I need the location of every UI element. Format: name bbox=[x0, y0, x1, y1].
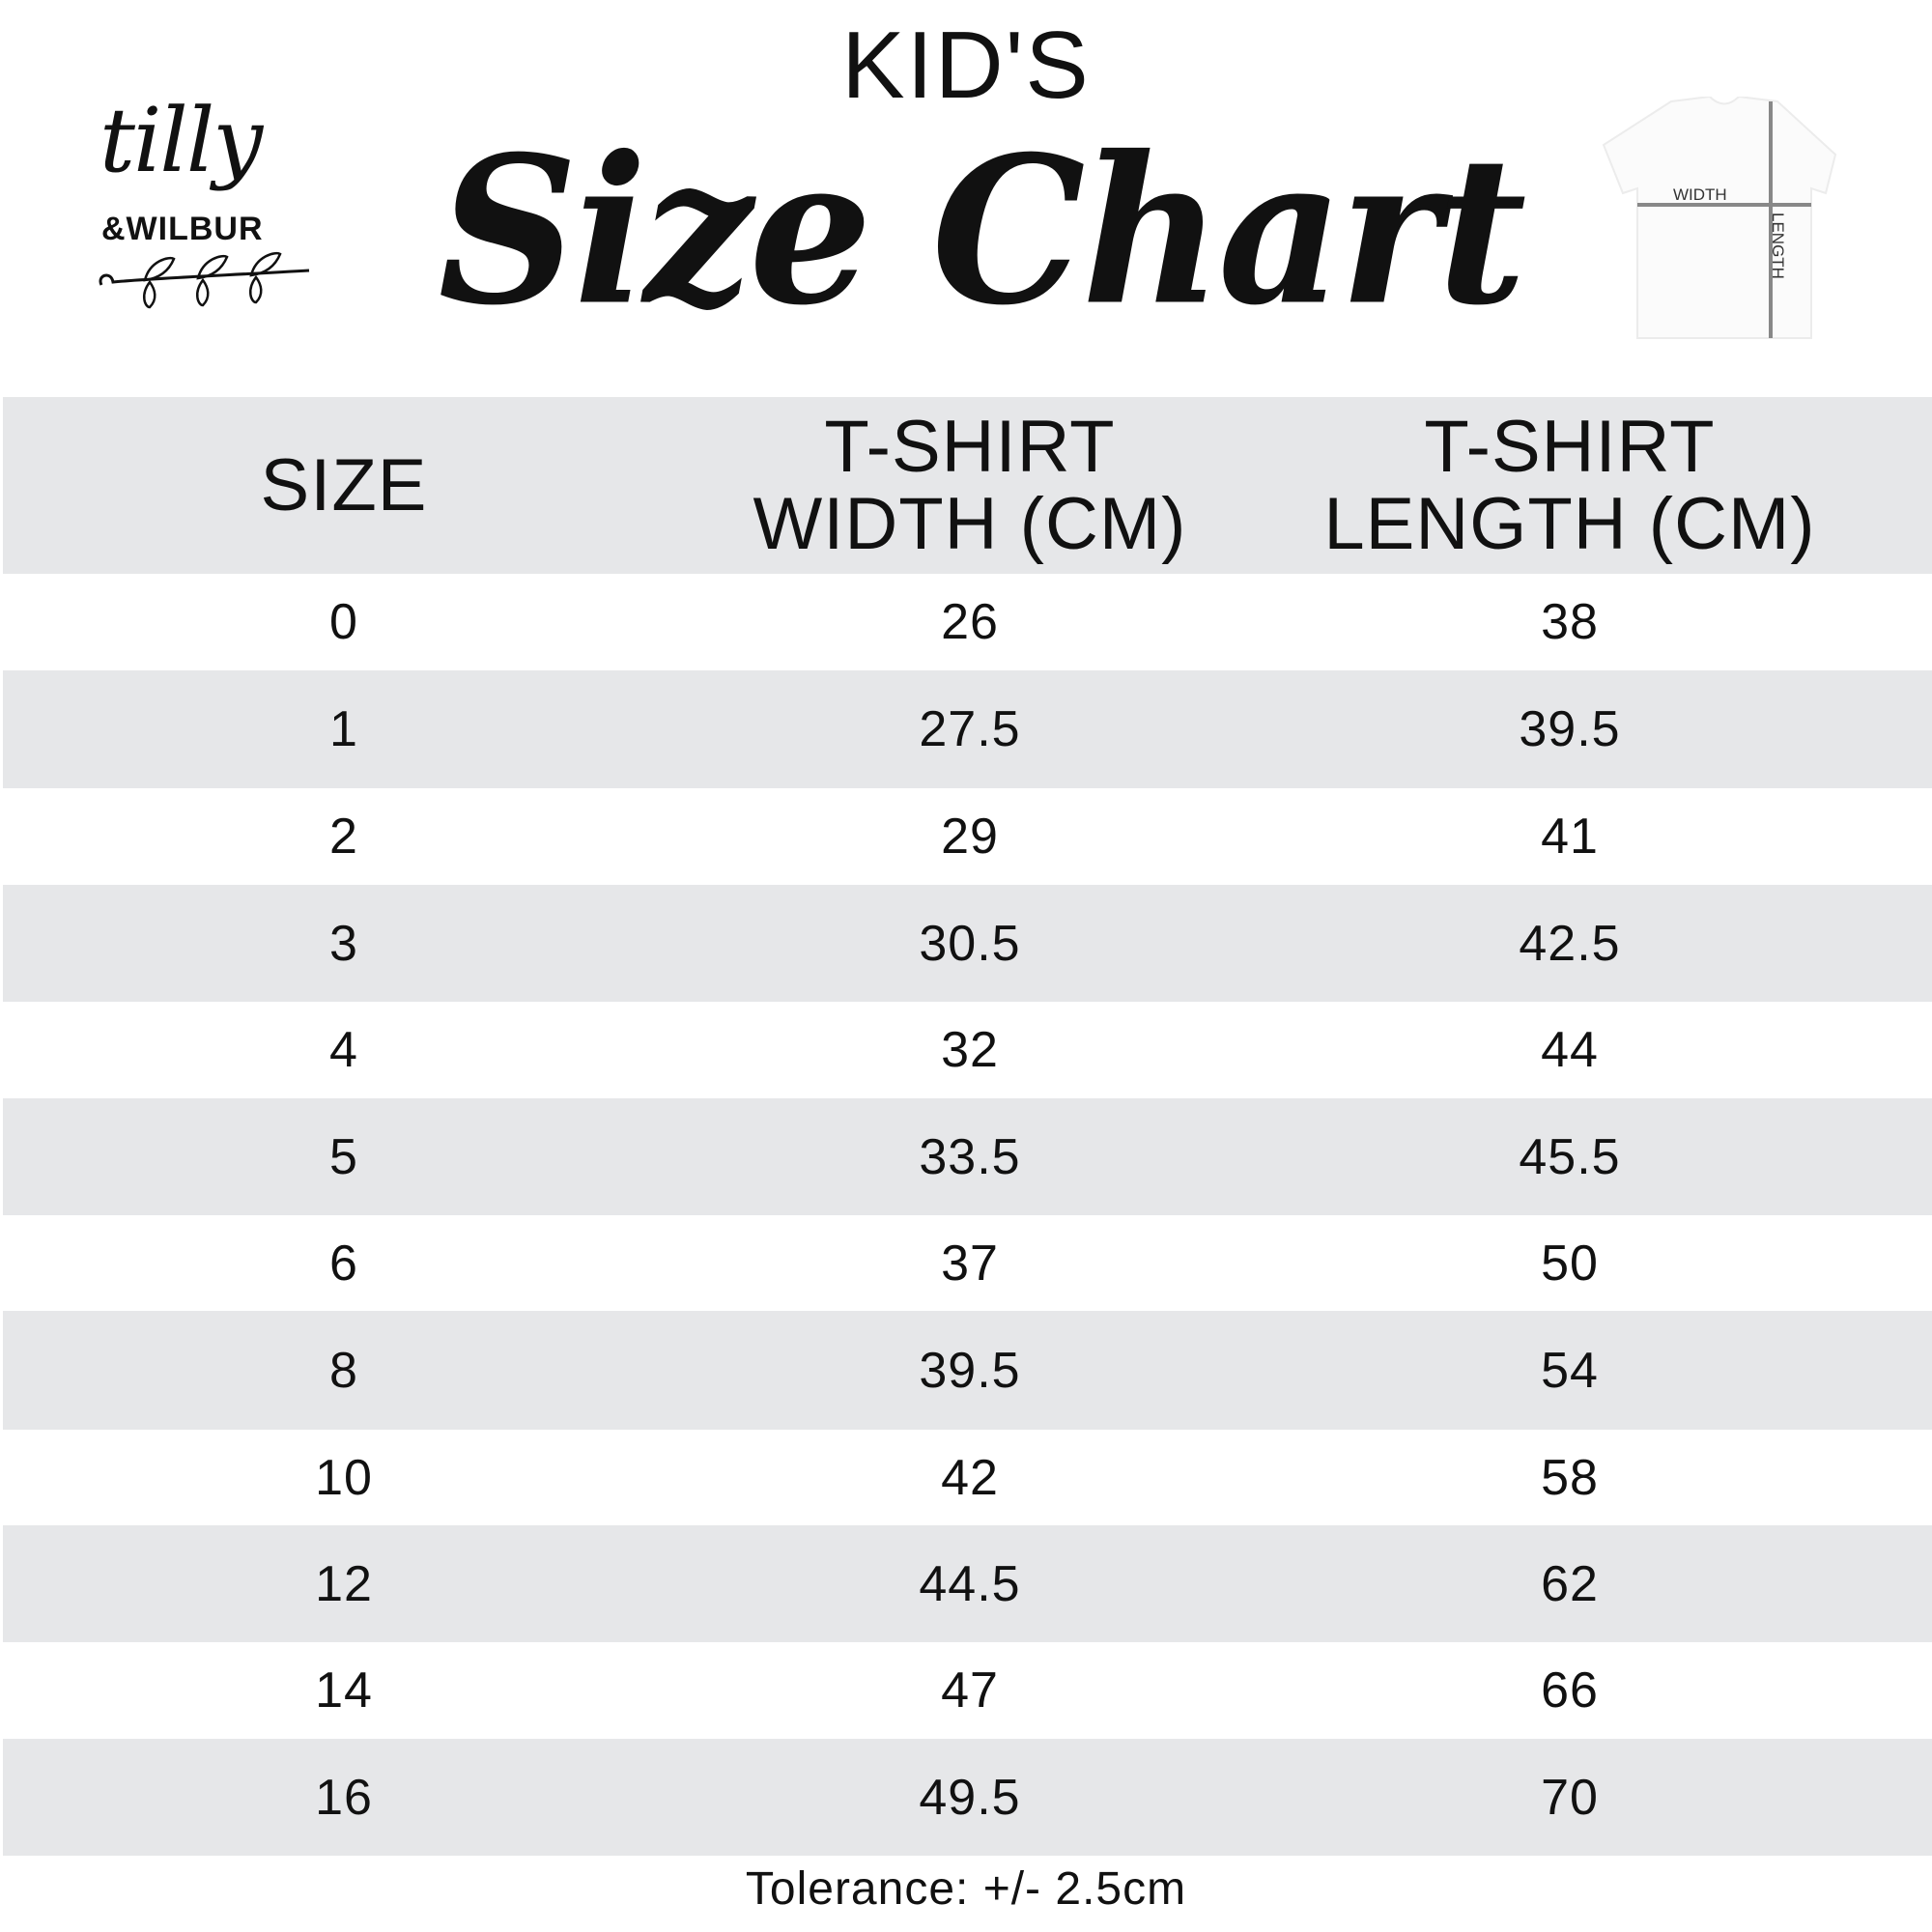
cell-width: 29 bbox=[941, 809, 999, 865]
column-header-width: T-SHIRT WIDTH (CM) bbox=[753, 405, 1187, 565]
cell-width: 44.5 bbox=[919, 1555, 1021, 1612]
table-row: 10 42 58 bbox=[3, 1430, 1932, 1525]
table-row: 8 39.5 54 bbox=[3, 1311, 1932, 1430]
table-row: 0 26 38 bbox=[3, 574, 1932, 670]
table-row: 14 47 66 bbox=[3, 1642, 1932, 1739]
cell-size: 10 bbox=[315, 1449, 373, 1506]
logo-text-tilly: tilly bbox=[99, 89, 263, 192]
cell-length: 66 bbox=[1541, 1662, 1599, 1719]
cell-size: 2 bbox=[329, 809, 358, 865]
column-header-length: T-SHIRT LENGTH (CM) bbox=[1323, 405, 1816, 565]
column-header-length-line1: T-SHIRT bbox=[1424, 405, 1716, 488]
table-row: 2 29 41 bbox=[3, 788, 1932, 885]
cell-length: 45.5 bbox=[1519, 1128, 1621, 1185]
cell-size: 1 bbox=[329, 701, 358, 757]
logo-text-wilbur: &WILBUR bbox=[101, 211, 264, 247]
cell-size: 8 bbox=[329, 1342, 358, 1399]
cell-size: 14 bbox=[315, 1662, 373, 1719]
cell-length: 39.5 bbox=[1519, 701, 1621, 757]
cell-width: 39.5 bbox=[919, 1342, 1021, 1399]
column-header-width-line1: T-SHIRT bbox=[824, 405, 1116, 488]
column-header-size: SIZE bbox=[260, 443, 428, 526]
header-kicker: KID'S bbox=[841, 12, 1091, 118]
cell-width: 47 bbox=[941, 1662, 999, 1719]
length-label: LENGTH bbox=[1769, 213, 1787, 279]
table-row: 5 33.5 45.5 bbox=[3, 1098, 1932, 1215]
cell-width: 37 bbox=[941, 1235, 999, 1292]
leaf-branch-icon bbox=[99, 252, 310, 309]
tshirt-icon bbox=[1602, 95, 1837, 339]
table-row: 4 32 44 bbox=[3, 1002, 1932, 1098]
cell-length: 41 bbox=[1541, 809, 1599, 865]
cell-width: 49.5 bbox=[919, 1769, 1021, 1826]
cell-width: 30.5 bbox=[919, 915, 1021, 972]
cell-width: 32 bbox=[941, 1022, 999, 1078]
brand-logo: tilly &WILBUR bbox=[92, 97, 314, 309]
tshirt-diagram: WIDTH LENGTH bbox=[1594, 95, 1884, 343]
table-row: 1 27.5 39.5 bbox=[3, 670, 1932, 788]
cell-size: 5 bbox=[329, 1128, 358, 1185]
width-label: WIDTH bbox=[1673, 185, 1727, 204]
cell-size: 0 bbox=[329, 594, 358, 650]
cell-size: 4 bbox=[329, 1022, 358, 1078]
cell-size: 12 bbox=[315, 1555, 373, 1612]
cell-width: 33.5 bbox=[919, 1128, 1021, 1185]
cell-length: 44 bbox=[1541, 1022, 1599, 1078]
cell-length: 42.5 bbox=[1519, 915, 1621, 972]
cell-length: 54 bbox=[1541, 1342, 1599, 1399]
page-title: Size Chart bbox=[438, 112, 1527, 351]
tolerance-note: Tolerance: +/- 2.5cm bbox=[745, 1863, 1187, 1915]
cell-length: 50 bbox=[1541, 1235, 1599, 1292]
cell-width: 42 bbox=[941, 1449, 999, 1506]
table-row: 6 37 50 bbox=[3, 1215, 1932, 1311]
cell-size: 16 bbox=[315, 1769, 373, 1826]
table-header: SIZE T-SHIRT WIDTH (CM) T-SHIRT LENGTH (… bbox=[3, 397, 1932, 574]
table-row: 16 49.5 70 bbox=[3, 1739, 1932, 1856]
cell-length: 58 bbox=[1541, 1449, 1599, 1506]
cell-size: 6 bbox=[329, 1235, 358, 1292]
cell-width: 26 bbox=[941, 594, 999, 650]
cell-length: 62 bbox=[1541, 1555, 1599, 1612]
cell-width: 27.5 bbox=[919, 701, 1021, 757]
cell-size: 3 bbox=[329, 915, 358, 972]
cell-length: 38 bbox=[1541, 594, 1599, 650]
table-row: 12 44.5 62 bbox=[3, 1525, 1932, 1642]
cell-length: 70 bbox=[1541, 1769, 1599, 1826]
column-header-length-line2: LENGTH (CM) bbox=[1323, 482, 1816, 565]
column-header-width-line2: WIDTH (CM) bbox=[753, 482, 1187, 565]
table-row: 3 30.5 42.5 bbox=[3, 885, 1932, 1002]
